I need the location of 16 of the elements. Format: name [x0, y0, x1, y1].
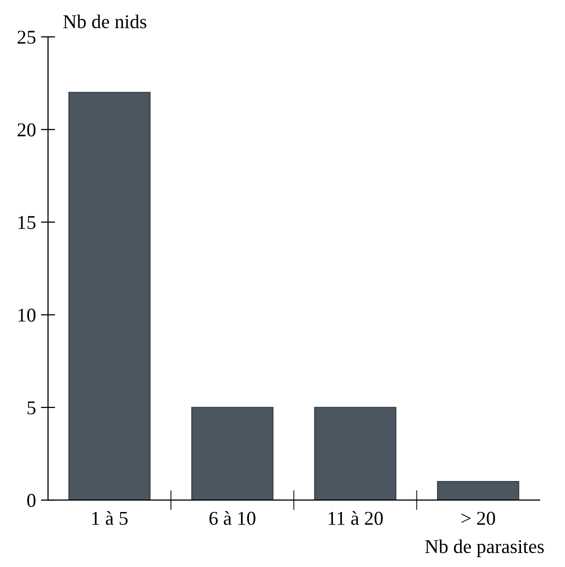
x-tick-label: > 20 — [461, 512, 496, 525]
x-tick-label: 6 à 10 — [209, 511, 256, 525]
x-axis-title: Nb de parasites — [425, 539, 544, 558]
bar — [314, 406, 396, 500]
x-tick-label: 11 à 20 — [328, 511, 383, 525]
y-tick-label: 10 — [18, 308, 36, 322]
x-tick-label: 1 à 5 — [92, 511, 128, 525]
y-tick-label: 20 — [18, 123, 36, 136]
bar — [191, 406, 274, 500]
y-tick-label: 5 — [28, 401, 36, 414]
y-axis-title: Nb de nids — [63, 14, 146, 28]
bar — [68, 92, 151, 500]
y-tick-label: 0 — [27, 494, 36, 508]
y-tick-label: 25 — [18, 30, 36, 44]
bar — [437, 481, 520, 500]
y-tick-label: 15 — [18, 216, 36, 230]
